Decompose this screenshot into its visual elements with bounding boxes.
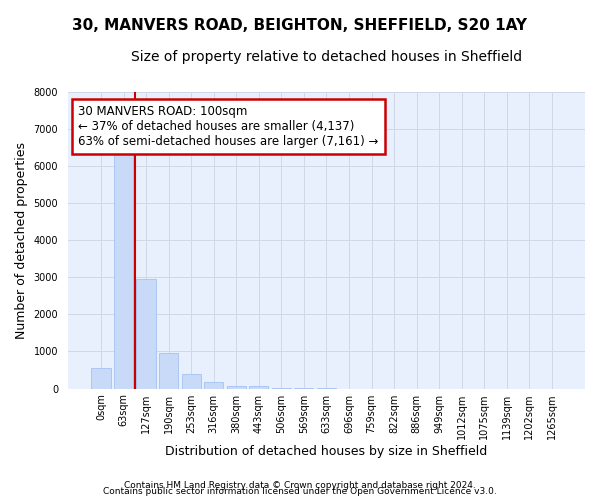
Text: 30, MANVERS ROAD, BEIGHTON, SHEFFIELD, S20 1AY: 30, MANVERS ROAD, BEIGHTON, SHEFFIELD, S…	[73, 18, 527, 32]
Text: Contains HM Land Registry data © Crown copyright and database right 2024.: Contains HM Land Registry data © Crown c…	[124, 481, 476, 490]
Title: Size of property relative to detached houses in Sheffield: Size of property relative to detached ho…	[131, 50, 522, 64]
Bar	[136, 280, 155, 388]
Bar	[227, 386, 246, 388]
Bar	[204, 382, 223, 388]
Bar	[182, 374, 201, 388]
Bar	[91, 368, 110, 388]
Bar	[114, 152, 133, 388]
Bar	[249, 386, 268, 388]
Text: Contains public sector information licensed under the Open Government Licence v3: Contains public sector information licen…	[103, 487, 497, 496]
Y-axis label: Number of detached properties: Number of detached properties	[15, 142, 28, 338]
Bar	[159, 352, 178, 388]
Text: 30 MANVERS ROAD: 100sqm
← 37% of detached houses are smaller (4,137)
63% of semi: 30 MANVERS ROAD: 100sqm ← 37% of detache…	[78, 105, 379, 148]
X-axis label: Distribution of detached houses by size in Sheffield: Distribution of detached houses by size …	[166, 444, 488, 458]
